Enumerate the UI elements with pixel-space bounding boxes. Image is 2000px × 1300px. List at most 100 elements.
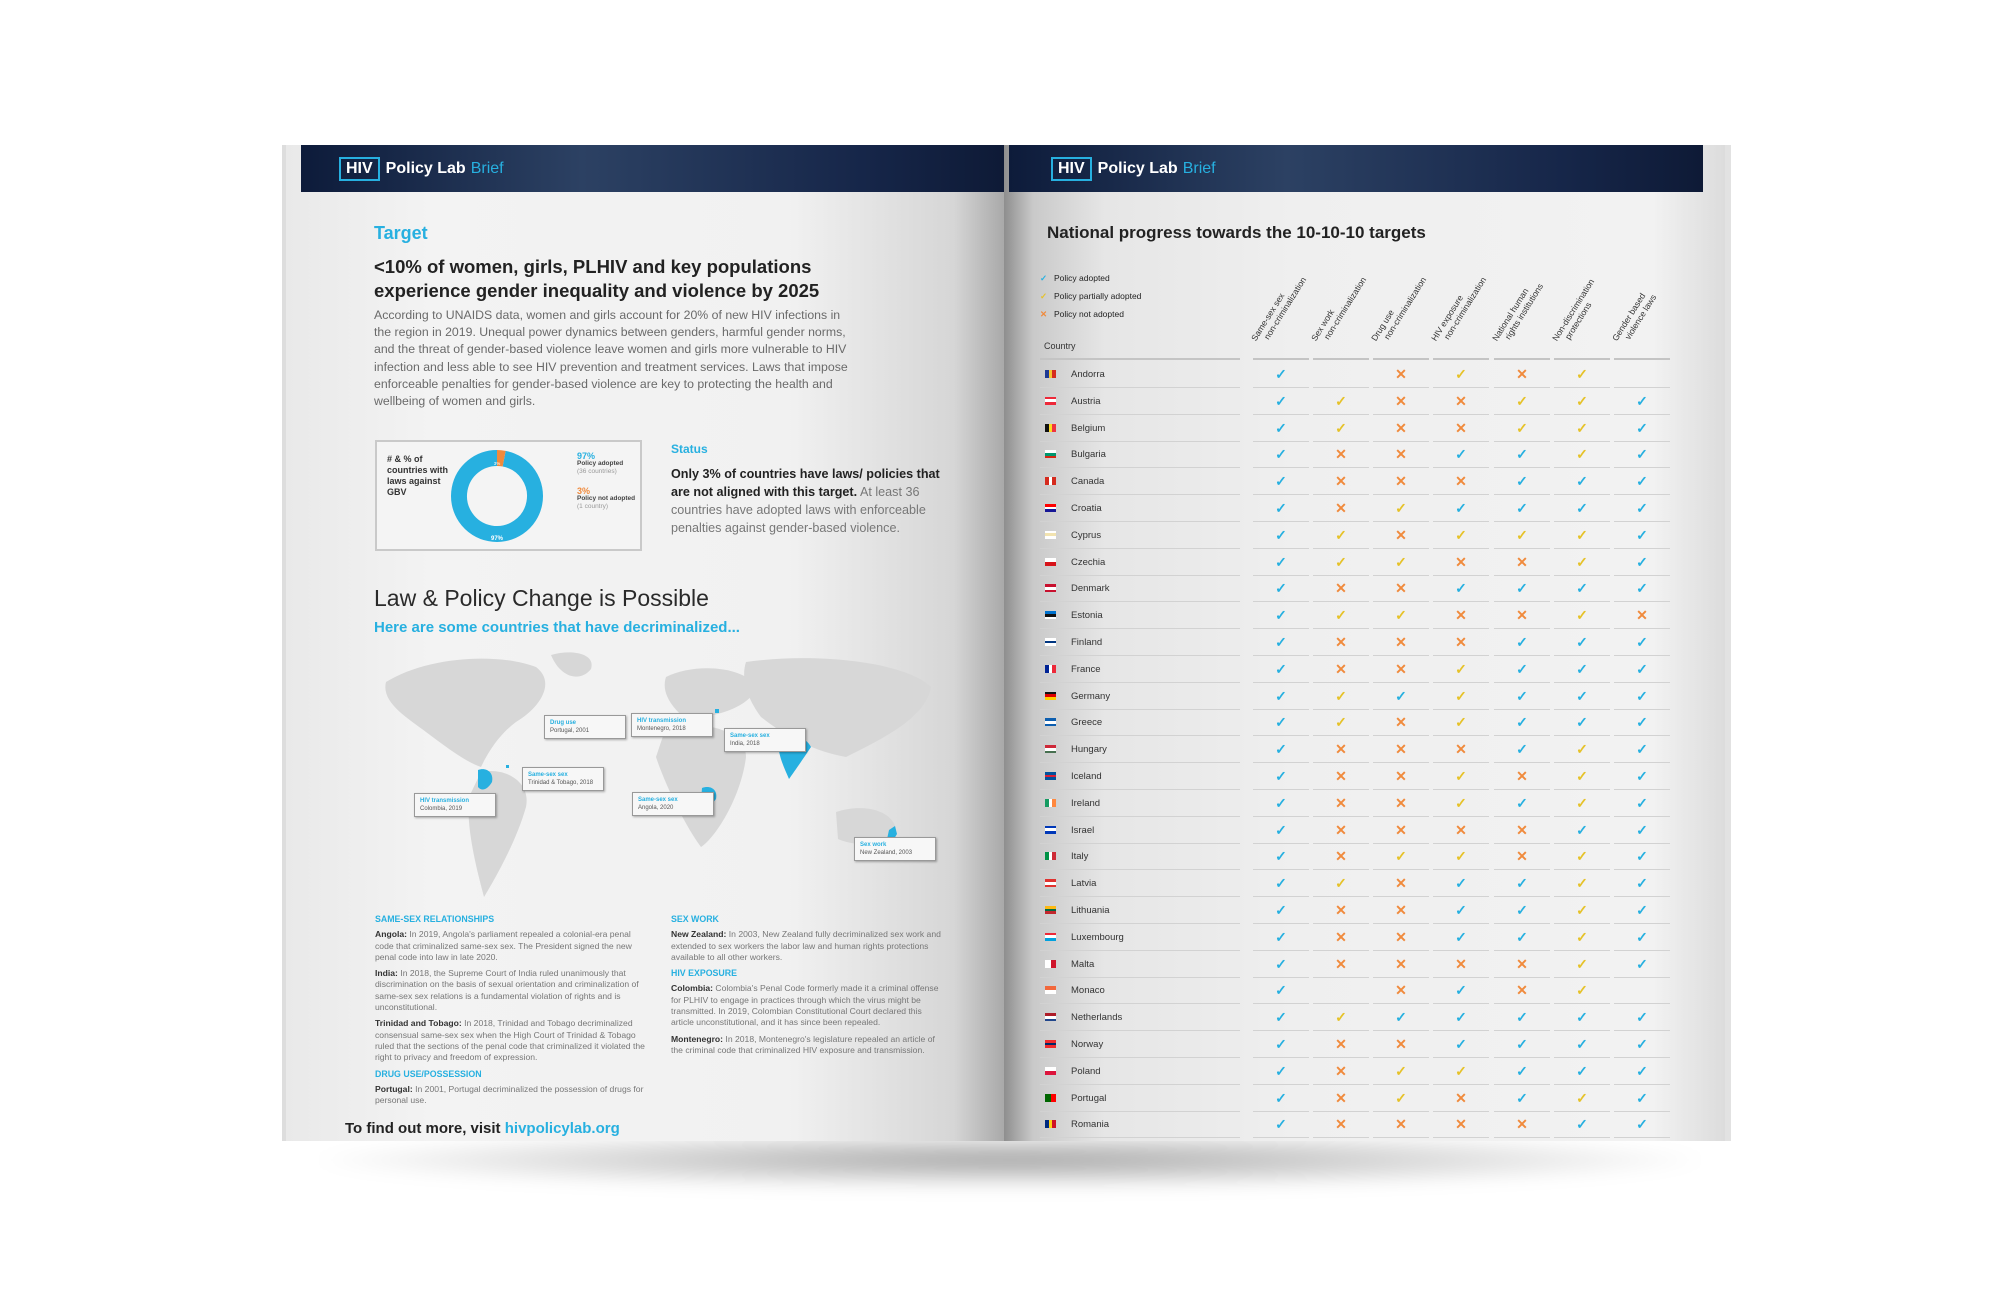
check-adopted-icon: ✓ [1516, 714, 1528, 731]
check-partial-icon: ✓ [1335, 553, 1347, 570]
legend-label: Policy adopted [1054, 273, 1110, 283]
country-name: Croatia [1071, 503, 1102, 514]
cross-not-adopted-icon: ✕ [1516, 821, 1528, 838]
check-partial-icon: ✓ [1576, 982, 1588, 999]
cross-not-adopted-icon: ✕ [1455, 955, 1467, 972]
check-adopted-icon: ✓ [1516, 902, 1528, 918]
row-divider [1554, 547, 1610, 549]
row-divider [1253, 1083, 1309, 1085]
header-rule [1494, 358, 1550, 360]
check-partial-icon: ✓ [1335, 526, 1347, 543]
row-divider [1040, 547, 1240, 549]
row-divider [1373, 655, 1429, 656]
flag-icon [1045, 477, 1057, 486]
row-divider [1433, 494, 1489, 496]
check-adopted-icon: ✓ [1275, 1036, 1287, 1052]
row-divider [1373, 413, 1429, 415]
legend-adopted-count: (36 countries) [577, 468, 617, 475]
check-adopted-icon: ✓ [1275, 473, 1287, 490]
country-name: Finland [1071, 637, 1103, 648]
check-partial-icon: ✓ [1455, 687, 1467, 704]
country-name: Latvia [1071, 878, 1097, 890]
column-header: Drug use non-criminalization [1369, 270, 1428, 348]
row-divider [1494, 815, 1550, 817]
table-row: Croatia ✓ ✕ ✓ ✓ ✓ ✓ ✓ [1004, 496, 1670, 522]
row-divider [1433, 681, 1489, 683]
item-montenegro: Montenegro: In 2018, Montenegro's legisl… [671, 1034, 946, 1057]
row-divider [1614, 1110, 1670, 1112]
row-divider [1494, 976, 1550, 978]
row-divider [1554, 1137, 1610, 1139]
row-divider [1253, 547, 1309, 549]
row-divider [1614, 896, 1670, 898]
check-partial-icon: ✓ [1576, 1089, 1588, 1106]
check-adopted-icon: ✓ [1455, 902, 1467, 918]
check-adopted-icon: ✓ [1516, 473, 1528, 490]
map-trinidad [506, 765, 509, 768]
row-divider [1494, 601, 1550, 603]
row-divider [1253, 1110, 1309, 1112]
check-adopted-icon: ✓ [1275, 419, 1287, 436]
footer-link[interactable]: hivpolicylab.org [504, 1120, 620, 1137]
table-row: Greece ✓ ✓ ✕ ✓ ✓ ✓ ✓ [1004, 710, 1670, 737]
row-divider [1433, 896, 1489, 898]
row-divider [1433, 413, 1489, 415]
check-adopted-icon: ✓ [1636, 848, 1648, 865]
section-heading-same-sex: SAME-SEX RELATIONSHIPS [375, 914, 495, 924]
row-divider [1040, 467, 1240, 469]
logo-hiv: HIV [339, 156, 380, 181]
check-partial-icon: ✓ [1395, 848, 1407, 865]
row-divider [1040, 789, 1240, 790]
check-adopted-icon: ✓ [1275, 634, 1287, 650]
check-adopted-icon: ✓ [1455, 1009, 1467, 1026]
row-divider [1494, 949, 1550, 951]
row-divider [1433, 815, 1489, 817]
row-divider [1313, 655, 1369, 656]
cross-not-adopted-icon: ✕ [1395, 768, 1407, 784]
row-divider [1373, 1003, 1429, 1005]
law-subtitle: Here are some countries that have decrim… [374, 619, 740, 636]
country-name: France [1071, 663, 1101, 675]
cross-not-adopted-icon: ✕ [1335, 741, 1347, 758]
header-bar: HIV Policy Lab Brief [1009, 145, 1703, 192]
row-divider [1313, 440, 1369, 442]
table-legend: ✓ Policy adopted ✓ Policy partially adopte… [1040, 269, 1141, 323]
cross-not-adopted-icon: ✕ [1455, 392, 1467, 409]
check-partial-icon: ✓ [1335, 607, 1347, 624]
map-europe [664, 668, 756, 719]
section-heading-hiv: HIV EXPOSURE [671, 968, 737, 979]
check-adopted-icon: ✓ [1636, 1009, 1648, 1026]
cross-not-adopted-icon: ✕ [1395, 660, 1407, 677]
table-row: Belgium ✓ ✓ ✕ ✕ ✓ ✓ ✓ [1004, 416, 1670, 442]
check-adopted-icon: ✓ [1516, 928, 1528, 945]
row-divider [1433, 869, 1489, 871]
row-divider [1494, 1057, 1550, 1058]
row-divider [1494, 655, 1550, 656]
row-divider [1253, 440, 1309, 442]
check-partial-icon: ✓ [1335, 714, 1347, 731]
check-partial-icon: ✓ [1455, 1062, 1467, 1079]
column-header: Non-discrimination protections [1550, 277, 1605, 348]
flag-icon [1045, 638, 1056, 647]
check-adopted-icon: ✓ [1636, 687, 1648, 704]
callout-angola: Same-sex sex Angola, 2020 [632, 792, 714, 816]
country-name: Romania [1071, 1119, 1110, 1131]
flag-icon [1045, 611, 1056, 620]
item-portugal: Portugal: In 2001, Portugal decriminaliz… [375, 1084, 650, 1107]
table-row: Andorra ✓ ✕ ✓ ✕ ✓ [1004, 362, 1670, 388]
legend-not-count: (1 country) [577, 503, 609, 510]
row-divider [1494, 1003, 1550, 1005]
row-divider [1614, 467, 1670, 469]
world-map: Drug use Portugal, 2001 HIV transmission M… [366, 647, 941, 907]
row-divider [1373, 547, 1429, 549]
flag-icon [1045, 745, 1056, 754]
flag-icon [1045, 959, 1056, 968]
country-column-header: Country [1044, 341, 1076, 351]
cross-not-adopted-icon: ✕ [1335, 580, 1347, 597]
country-name: Poland [1071, 1065, 1101, 1077]
row-divider [1433, 976, 1489, 978]
country-name: Portugal [1071, 1092, 1107, 1104]
item-trinidad: Trinidad and Tobago: In 2018, Trinidad a… [375, 1018, 650, 1063]
item-text: In 2018, the Supreme Court of India rule… [375, 968, 639, 1013]
cross-not-adopted-icon: ✕ [1516, 553, 1528, 570]
